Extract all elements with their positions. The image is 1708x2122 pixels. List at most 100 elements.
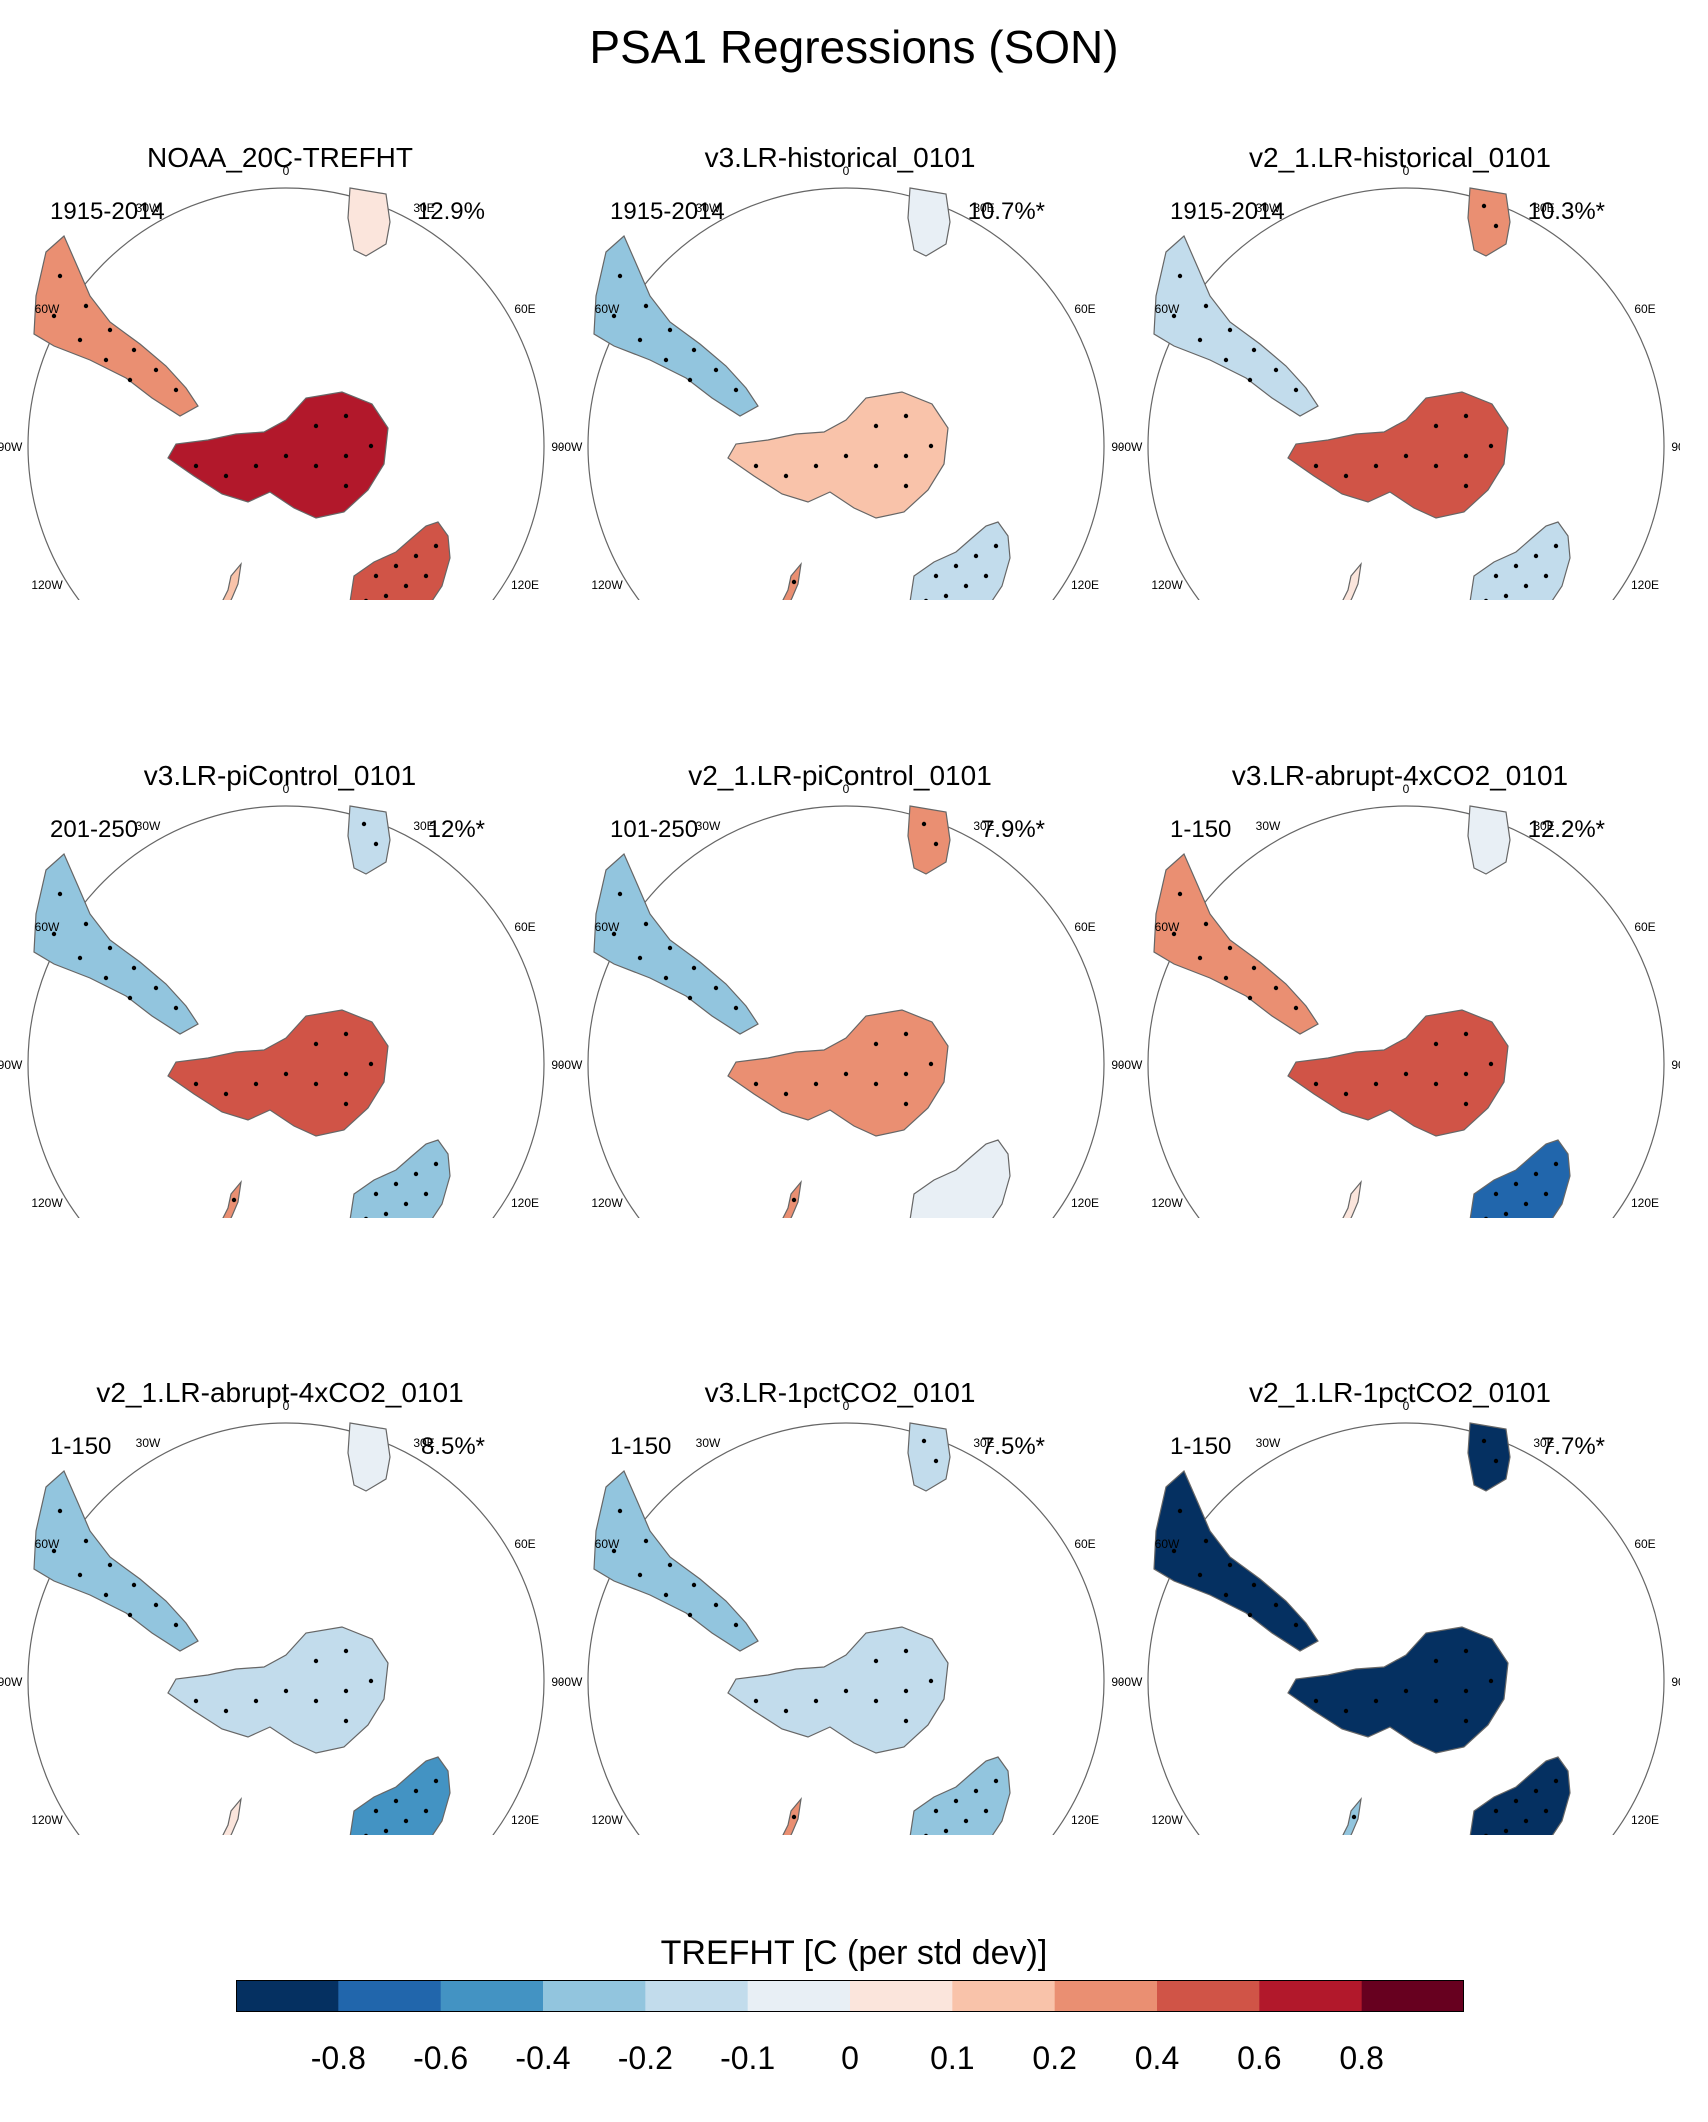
significance-dot bbox=[843, 1071, 849, 1077]
significance-dot bbox=[973, 553, 979, 559]
colorbar-tick-label: -0.1 bbox=[720, 2040, 776, 2076]
longitude-label: 120W bbox=[591, 1196, 623, 1210]
significance-dot bbox=[1203, 1538, 1209, 1544]
colorbar-tick-label: 0.6 bbox=[1237, 2040, 1282, 2076]
significance-dot bbox=[1463, 1101, 1469, 1107]
region-africa bbox=[347, 805, 391, 875]
longitude-label: 30W bbox=[696, 201, 721, 215]
significance-dot bbox=[193, 1081, 199, 1087]
significance-dot bbox=[1493, 1808, 1499, 1814]
significance-dot bbox=[1403, 1688, 1409, 1694]
significance-dot bbox=[933, 573, 939, 579]
longitude-label: 0 bbox=[283, 164, 290, 178]
significance-dot bbox=[433, 1161, 439, 1167]
significance-dot bbox=[343, 413, 349, 419]
region-australia bbox=[1469, 1139, 1571, 1218]
significance-dot bbox=[103, 357, 109, 363]
map-content: 030E60E90E120E150E180150W120W90W60W30W bbox=[1120, 782, 1680, 1218]
significance-dot bbox=[1553, 1161, 1559, 1167]
colorbar-segment bbox=[236, 1980, 339, 2012]
significance-dot bbox=[963, 1818, 969, 1824]
significance-dot bbox=[403, 1818, 409, 1824]
significance-dot bbox=[783, 473, 789, 479]
longitude-label: 30E bbox=[973, 1436, 994, 1450]
colorbar-tick-label: 0.8 bbox=[1339, 2040, 1384, 2076]
colorbar-tick-label: 0.4 bbox=[1134, 2040, 1180, 2076]
significance-dot bbox=[928, 1061, 934, 1067]
longitude-label: 120E bbox=[511, 1196, 539, 1210]
significance-dot bbox=[953, 1798, 959, 1804]
significance-dot bbox=[373, 841, 379, 847]
significance-dot bbox=[1177, 273, 1183, 279]
polar-map: 030E60E90E120E150E180150W120W90W60W30W bbox=[1120, 782, 1680, 1218]
significance-dot bbox=[691, 1582, 697, 1588]
significance-dot bbox=[1203, 921, 1209, 927]
significance-dot bbox=[813, 1698, 819, 1704]
significance-dot bbox=[173, 1005, 179, 1011]
significance-dot bbox=[1488, 1061, 1494, 1067]
significance-dot bbox=[1433, 1041, 1439, 1047]
region-australia bbox=[349, 521, 451, 600]
longitude-label: 90E bbox=[551, 1058, 560, 1072]
significance-dot bbox=[343, 1101, 349, 1107]
longitude-label: 30W bbox=[136, 201, 161, 215]
significance-dot bbox=[1203, 303, 1209, 309]
significance-dot bbox=[903, 1688, 909, 1694]
significance-dot bbox=[403, 1201, 409, 1207]
significance-dot bbox=[1463, 1071, 1469, 1077]
map-boundary bbox=[27, 805, 545, 1218]
region-africa bbox=[907, 1422, 951, 1492]
colorbar-tick-label: -0.6 bbox=[413, 2040, 469, 2076]
significance-dot bbox=[83, 1538, 89, 1544]
longitude-label: 30W bbox=[696, 819, 721, 833]
significance-dot bbox=[364, 1833, 368, 1835]
region-antarctica bbox=[1287, 1009, 1509, 1137]
significance-dot bbox=[107, 945, 113, 951]
significance-dot bbox=[943, 1828, 949, 1834]
significance-dot bbox=[903, 1648, 909, 1654]
significance-dot bbox=[343, 1071, 349, 1077]
polar-map: 030E60E90E120E150E180150W120W90W60W30W bbox=[1120, 1399, 1680, 1835]
significance-dot bbox=[131, 965, 137, 971]
significance-dot bbox=[1463, 1031, 1469, 1037]
colorbar-tick-label: 0.2 bbox=[1032, 2040, 1077, 2076]
significance-dot bbox=[313, 1041, 319, 1047]
map-boundary bbox=[27, 187, 545, 600]
significance-dot bbox=[1463, 413, 1469, 419]
panel-percent: 12.2%* bbox=[1527, 816, 1605, 843]
significance-dot bbox=[313, 1658, 319, 1664]
polar-map: 030E60E90E120E150E180150W120W90W60W30W bbox=[0, 1399, 560, 1835]
colorbar-frame bbox=[236, 1980, 1464, 2012]
significance-dot bbox=[963, 583, 969, 589]
panel-percent: 12%* bbox=[427, 816, 485, 843]
longitude-label: 90E bbox=[1111, 1058, 1120, 1072]
significance-dot bbox=[343, 453, 349, 459]
map-boundary bbox=[587, 1422, 1105, 1835]
polar-map: 030E60E90E120E150E180150W120W90W60W30W bbox=[560, 1399, 1120, 1835]
significance-dot bbox=[343, 1031, 349, 1037]
significance-dot bbox=[153, 985, 159, 991]
significance-dot bbox=[663, 357, 669, 363]
significance-dot bbox=[691, 347, 697, 353]
significance-dot bbox=[393, 563, 399, 569]
significance-dot bbox=[1463, 1648, 1469, 1654]
significance-dot bbox=[127, 1612, 133, 1618]
significance-dot bbox=[313, 1698, 319, 1704]
significance-dot bbox=[413, 1788, 419, 1794]
significance-dot bbox=[611, 931, 617, 937]
significance-dot bbox=[928, 443, 934, 449]
longitude-label: 120E bbox=[1631, 578, 1659, 592]
significance-dot bbox=[691, 965, 697, 971]
significance-dot bbox=[77, 337, 83, 343]
significance-dot bbox=[733, 387, 739, 393]
significance-dot bbox=[403, 583, 409, 589]
colorbar-tick-label: -0.2 bbox=[617, 2040, 673, 2076]
significance-dot bbox=[643, 921, 649, 927]
map-content: 030E60E90E120E150E180150W120W90W60W30W bbox=[560, 1399, 1120, 1835]
longitude-label: 0 bbox=[843, 164, 850, 178]
colorbar-segment bbox=[1054, 1980, 1158, 2012]
significance-dot bbox=[393, 1798, 399, 1804]
significance-dot bbox=[1484, 598, 1488, 600]
significance-dot bbox=[1223, 357, 1229, 363]
panel-title: v3.LR-1pctCO2_0101 bbox=[704, 1377, 976, 1408]
